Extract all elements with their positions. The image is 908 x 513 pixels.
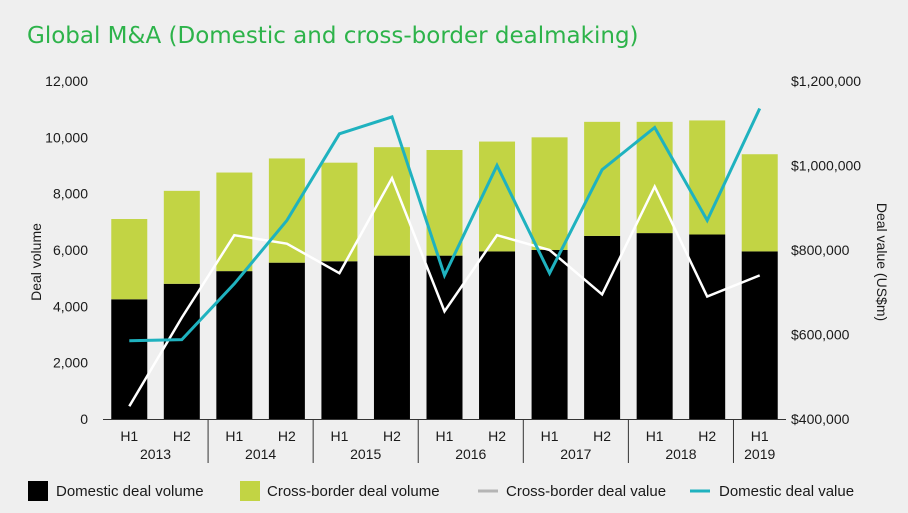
bar-domestic-volume — [636, 233, 673, 419]
legend-label: Cross-border deal volume — [267, 483, 440, 500]
y2-tick-label: $1,200,000 — [791, 73, 861, 89]
y-tick-label: 4,000 — [53, 298, 88, 314]
x-tick-label: H1 — [436, 428, 454, 444]
lines-layer — [128, 107, 762, 407]
y-tick-label: 8,000 — [53, 186, 88, 202]
bar-cross-border-volume — [479, 141, 516, 252]
x-tick-label: H2 — [698, 428, 716, 444]
x-tick-label: H1 — [120, 428, 138, 444]
bar-domestic-volume — [689, 234, 726, 419]
line-domestic-value — [129, 107, 762, 343]
legend-swatch — [240, 481, 260, 501]
x-tick-label: H1 — [646, 428, 664, 444]
bar-domestic-volume — [321, 261, 358, 419]
bar-domestic-volume — [584, 235, 621, 419]
x-year-label: 2018 — [665, 446, 696, 462]
bar-cross-border-volume — [531, 137, 568, 250]
bar-cross-border-volume — [584, 121, 621, 236]
legend-swatch — [28, 481, 48, 501]
x-tick-label: H1 — [751, 428, 769, 444]
bars-layer — [111, 120, 778, 419]
bar-cross-border-volume — [636, 121, 673, 234]
y2-tick-label: $1,000,000 — [791, 158, 861, 174]
bar-cross-border-volume — [111, 219, 148, 300]
legend-label: Domestic deal value — [719, 483, 854, 500]
y-axis-label: Deal volume — [28, 223, 44, 301]
y-tick-label: 2,000 — [53, 355, 88, 371]
y-tick-label: 6,000 — [53, 242, 88, 258]
x-year-label: 2019 — [744, 446, 775, 462]
x-tick-label: H1 — [541, 428, 559, 444]
x-tick-label: H1 — [330, 428, 348, 444]
bar-domestic-volume — [163, 283, 200, 419]
y2-tick-label: $600,000 — [791, 327, 850, 343]
bar-cross-border-volume — [163, 190, 200, 284]
x-tick-label: H1 — [225, 428, 243, 444]
x-tick-label: H2 — [383, 428, 401, 444]
axes-layer: 0 2,000 4,000 6,000 8,000 10,000 12,000 $400,00… — [45, 73, 861, 463]
x-tick-label: H2 — [593, 428, 611, 444]
legend-label: Domestic deal volume — [56, 483, 204, 500]
bar-domestic-volume — [479, 251, 516, 419]
x-year-label: 2016 — [455, 446, 486, 462]
y2-tick-label: $800,000 — [791, 242, 850, 258]
y2-axis-label: Deal value (US$m) — [874, 203, 890, 321]
x-tick-label: H2 — [278, 428, 296, 444]
y-tick-label: 10,000 — [45, 129, 88, 145]
line-cross-border-value — [128, 175, 761, 407]
x-year-label: 2013 — [140, 446, 171, 462]
legend: Domestic deal volume Cross-border deal vo… — [28, 481, 854, 501]
bar-cross-border-volume — [741, 154, 778, 252]
x-year-label: 2017 — [560, 446, 591, 462]
x-year-label: 2015 — [350, 446, 381, 462]
bar-cross-border-volume — [321, 162, 358, 262]
x-tick-label: H2 — [488, 428, 506, 444]
y-tick-label: 0 — [80, 411, 88, 427]
bar-domestic-volume — [373, 255, 410, 419]
x-tick-label: H2 — [173, 428, 191, 444]
bar-cross-border-volume — [689, 120, 726, 235]
y-tick-label: 12,000 — [45, 73, 88, 89]
y2-tick-label: $400,000 — [791, 411, 850, 427]
chart-title: Global M&A (Domestic and cross-border de… — [27, 23, 639, 49]
x-year-label: 2014 — [245, 446, 276, 462]
bar-domestic-volume — [268, 262, 305, 419]
bar-domestic-volume — [216, 271, 253, 419]
legend-label: Cross-border deal value — [506, 483, 666, 500]
bar-domestic-volume — [111, 299, 148, 419]
bar-domestic-volume — [531, 250, 568, 419]
bar-cross-border-volume — [268, 158, 305, 263]
